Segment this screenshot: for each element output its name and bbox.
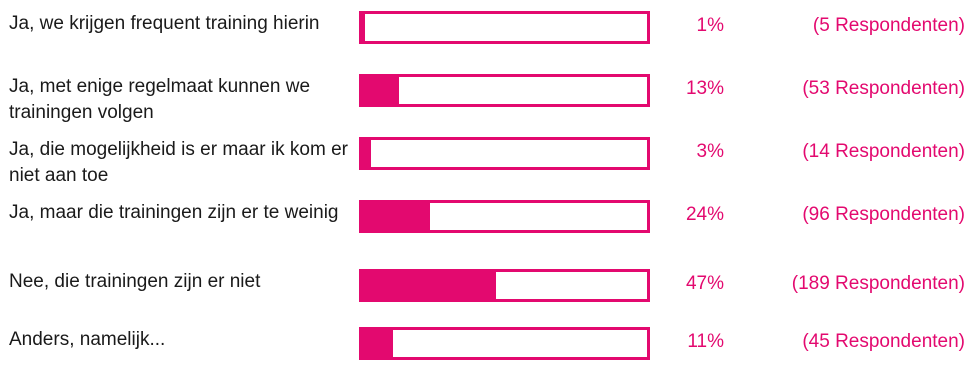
- chart-row: Nee, die trainingen zijn er niet 47% (189 …: [0, 258, 971, 314]
- chart-row: Ja, die mogelijkheid is er maar ik kom e…: [0, 126, 971, 186]
- chart-row: Anders, namelijk... 11% (45 Respondenten): [0, 316, 971, 372]
- respondent-count-label: (53 Respondenten): [802, 78, 965, 99]
- chart-row: Ja, we krijgen frequent training hierin 1…: [0, 0, 971, 56]
- bar-fill: [362, 330, 393, 357]
- category-label: Nee, die trainingen zijn er niet: [9, 271, 261, 292]
- respondent-count-label: (5 Respondenten): [812, 15, 965, 36]
- percentage-label: 24%: [685, 204, 724, 225]
- category-label: Ja, we krijgen frequent training hierin: [9, 13, 320, 34]
- chart-row: Ja, met enige regelmaat kunnen we traini…: [0, 63, 971, 123]
- category-label: Ja, die mogelijkheid is er maar ik kom e…: [9, 139, 348, 186]
- bar-track: [359, 11, 650, 44]
- bar-fill: [362, 140, 371, 167]
- percentage-label: 47%: [685, 273, 724, 294]
- bar-fill: [362, 272, 496, 299]
- category-label: Anders, namelijk...: [9, 329, 166, 350]
- percentage-label: 3%: [696, 141, 724, 162]
- bar-fill: [362, 203, 430, 230]
- bar-track: [359, 269, 650, 302]
- bar-fill: [362, 77, 399, 104]
- percentage-label: 1%: [696, 15, 724, 36]
- bar-fill: [362, 14, 365, 41]
- category-label: Ja, maar die trainingen zijn er te weini…: [9, 202, 339, 223]
- respondent-count-label: (14 Respondenten): [802, 141, 965, 162]
- percentage-label: 13%: [685, 78, 724, 99]
- survey-bar-chart: Ja, we krijgen frequent training hierin 1…: [0, 0, 971, 360]
- respondent-count-label: (189 Respondenten): [791, 273, 965, 294]
- bar-track: [359, 74, 650, 107]
- respondent-count-label: (96 Respondenten): [802, 204, 965, 225]
- bar-track: [359, 327, 650, 360]
- category-label: Ja, met enige regelmaat kunnen we traini…: [9, 76, 311, 123]
- percentage-label: 11%: [687, 331, 724, 352]
- bar-track: [359, 200, 650, 233]
- respondent-count-label: (45 Respondenten): [802, 331, 965, 352]
- bar-track: [359, 137, 650, 170]
- chart-row: Ja, maar die trainingen zijn er te weini…: [0, 189, 971, 245]
